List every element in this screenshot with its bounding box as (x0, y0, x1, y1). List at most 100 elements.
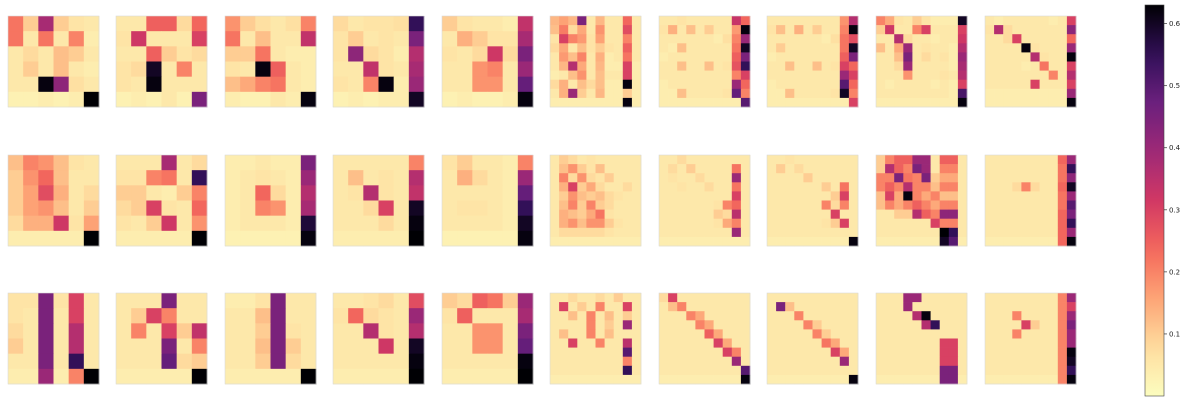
heatmap-cell (586, 155, 596, 165)
heatmap-panel-frame (115, 292, 208, 385)
heatmap-cell (1012, 218, 1022, 229)
heatmap-cell (146, 200, 162, 217)
heatmap-cell (1021, 218, 1031, 229)
heatmap-cell (8, 170, 24, 186)
heatmap-cell (568, 191, 578, 201)
heatmap-cell (930, 52, 941, 62)
heatmap-cell (131, 368, 147, 385)
heatmap-cell (1030, 365, 1040, 376)
heatmap-cell (803, 227, 813, 238)
heatmap-cell (23, 323, 39, 339)
heatmap-cell (363, 185, 379, 201)
heatmap-cell (713, 173, 724, 183)
heatmap-cell (1048, 43, 1059, 53)
heatmap-cell (457, 76, 473, 93)
heatmap-cell (38, 61, 54, 78)
heatmap-cell (1048, 61, 1059, 71)
heatmap-cell (8, 155, 24, 171)
heatmap-cell (994, 227, 1004, 238)
heatmap-cell (1003, 155, 1013, 165)
heatmap-cell (191, 353, 208, 370)
heatmap-cell (767, 365, 777, 376)
heatmap-cell (903, 164, 913, 174)
heatmap-cell (894, 61, 904, 71)
heatmap-cell (885, 320, 895, 330)
heatmap-cell (559, 356, 569, 367)
heatmap-cell (68, 353, 85, 370)
heatmap-cell (1030, 347, 1040, 358)
heatmap-cell (695, 293, 705, 303)
heatmap-cell (1057, 61, 1068, 71)
heatmap-cell (442, 31, 458, 47)
heatmap-cell (912, 293, 922, 303)
heatmap-cell (176, 76, 193, 93)
heatmap-cell (695, 16, 705, 26)
heatmap-cell (577, 97, 587, 108)
heatmap-cell (408, 16, 425, 32)
heatmap-cell (487, 61, 504, 78)
heatmap-cell (713, 61, 724, 71)
heatmap-cell (939, 302, 950, 312)
heatmap-cell (568, 365, 578, 376)
heatmap-cell (631, 34, 642, 44)
heatmap-cell (568, 338, 578, 348)
heatmap-cell (38, 323, 54, 339)
heatmap-cell (613, 155, 624, 165)
heatmap-cell (894, 320, 904, 330)
heatmap-cell (994, 164, 1004, 174)
heatmap-cell (176, 46, 193, 62)
heatmap-cell (812, 43, 822, 53)
heatmap-cell (668, 293, 678, 303)
heatmap-cell (894, 43, 904, 53)
heatmap-cell (333, 200, 349, 217)
heatmap-cell (659, 374, 669, 385)
heatmap-cell (695, 155, 705, 165)
heatmap-cell (285, 185, 302, 201)
heatmap-cell (622, 356, 633, 367)
heatmap-cell (176, 31, 193, 47)
heatmap-cell (487, 31, 504, 47)
heatmap-cell (559, 155, 569, 165)
heatmap-cell (677, 329, 687, 339)
heatmap-cell (285, 200, 302, 217)
heatmap-cell (985, 34, 995, 44)
heatmap-panel-frame (441, 15, 534, 108)
heatmap-cell (722, 338, 733, 348)
heatmap-cell (686, 43, 696, 53)
heatmap-cell (812, 365, 822, 376)
heatmap-cell (472, 46, 488, 62)
heatmap-cell (146, 170, 162, 186)
heatmap-cell (794, 70, 804, 81)
heatmap-cell (300, 31, 317, 47)
heatmap-cell (848, 182, 859, 192)
heatmap-cell (23, 91, 39, 108)
heatmap-panel-frame (766, 154, 859, 247)
heatmap-cell (930, 218, 941, 229)
heatmap-cell (785, 43, 795, 53)
heatmap-cell (333, 308, 349, 324)
heatmap-cell (812, 25, 822, 35)
heatmap-cell (695, 79, 705, 90)
heatmap-cell (586, 374, 596, 385)
heatmap-cell (363, 368, 379, 385)
heatmap-cell (1030, 25, 1040, 35)
heatmap-cell (894, 218, 904, 229)
heatmap-cell (595, 25, 605, 35)
heatmap-cell (1039, 191, 1050, 201)
heatmap-cell (68, 155, 85, 171)
heatmap-cell (1066, 43, 1077, 53)
heatmap-cell (921, 329, 931, 339)
heatmap-cell (595, 329, 605, 339)
heatmap-cell (848, 70, 859, 81)
heatmap-cell (559, 97, 569, 108)
heatmap-cell (686, 236, 696, 247)
heatmap-cell (912, 25, 922, 35)
heatmap-cell (1066, 200, 1077, 210)
heatmap-cell (622, 374, 633, 385)
heatmap-cell (442, 91, 458, 108)
heatmap-cell (1030, 293, 1040, 303)
heatmap-cell (577, 70, 587, 81)
heatmap-cell (957, 329, 968, 339)
heatmap-cell (457, 46, 473, 62)
heatmap-cell (255, 230, 271, 247)
